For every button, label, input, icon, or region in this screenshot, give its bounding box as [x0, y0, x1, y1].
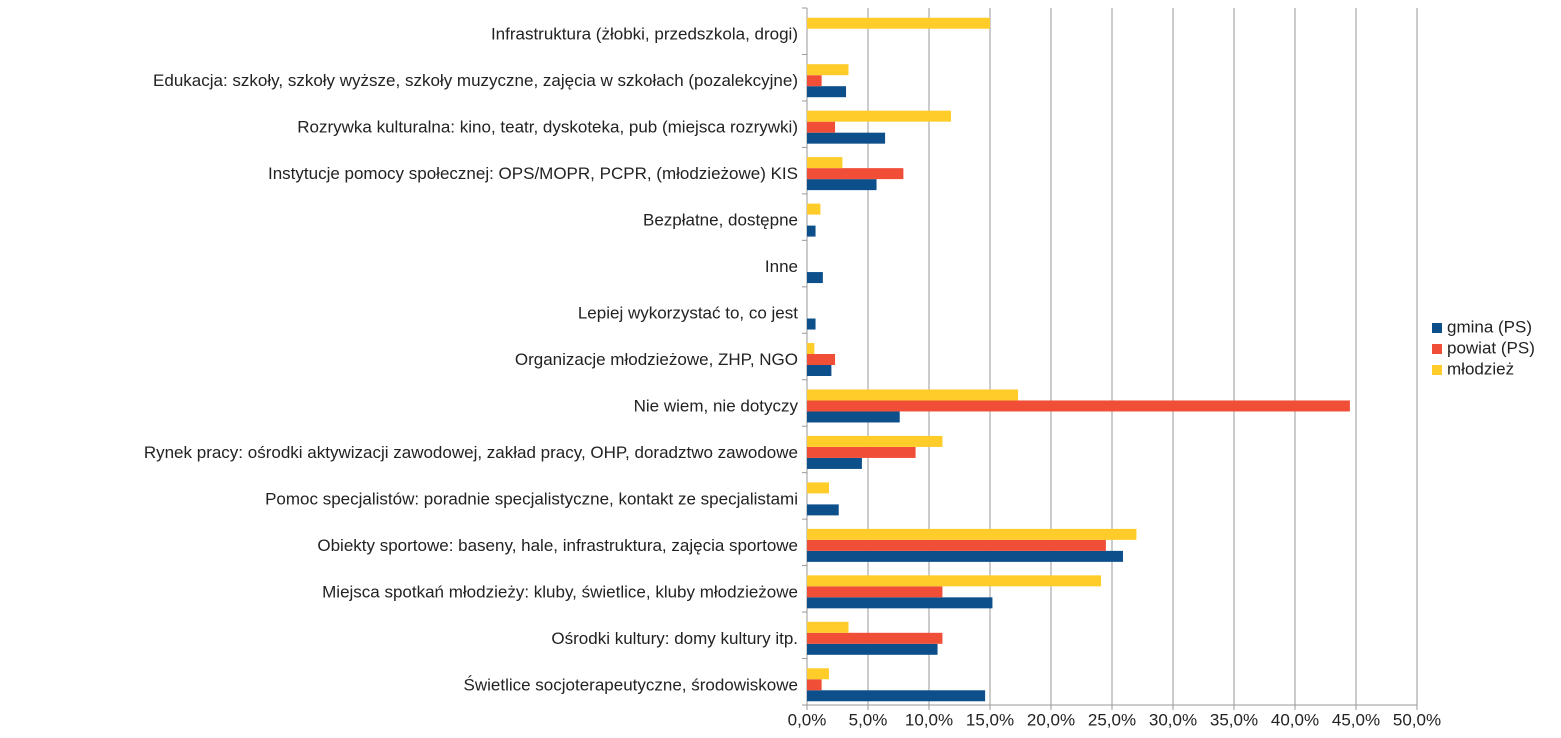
x-tick-label: 5,0%	[849, 710, 888, 729]
bar	[807, 586, 943, 598]
category-label: Infrastruktura (żłobki, przedszkola, dro…	[491, 25, 798, 44]
category-label: Edukacja: szkoły, szkoły wyższe, szkoły …	[153, 71, 798, 90]
bar	[807, 86, 847, 98]
bar	[807, 539, 1106, 551]
bar	[807, 446, 916, 458]
bar	[807, 679, 822, 691]
x-tick-label: 0,0%	[788, 710, 827, 729]
bar	[807, 110, 951, 122]
x-tick-label: 10,0%	[905, 710, 953, 729]
category-label: Świetlice socjoterapeutyczne, środowisko…	[464, 675, 799, 694]
legend-label: powiat (PS)	[1447, 338, 1535, 357]
bar	[807, 575, 1102, 587]
bar	[807, 157, 843, 169]
bar	[807, 168, 904, 180]
bar	[807, 318, 816, 330]
bar	[807, 504, 839, 516]
bar	[807, 597, 993, 609]
bar	[807, 457, 862, 469]
category-label: Rynek pracy: ośrodki aktywizacji zawodow…	[144, 443, 798, 462]
bar	[807, 365, 832, 376]
category-label: Obiekty sportowe: baseny, hale, infrastr…	[317, 536, 798, 555]
bar	[807, 435, 943, 447]
x-tick-label: 45,0%	[1332, 710, 1380, 729]
x-tick-label: 35,0%	[1210, 710, 1258, 729]
bar	[807, 225, 816, 237]
bar	[807, 528, 1137, 540]
category-label: Organizacje młodzieżowe, ZHP, NGO	[515, 350, 798, 369]
bar	[807, 690, 986, 702]
bar	[807, 621, 849, 633]
x-tick-label: 15,0%	[966, 710, 1014, 729]
legend-swatch	[1432, 344, 1442, 354]
category-label: Ośrodki kultury: domy kultury itp.	[551, 629, 798, 648]
category-label: Instytucje pomocy społecznej: OPS/MOPR, …	[268, 164, 798, 183]
bar	[807, 17, 990, 29]
bar	[807, 75, 822, 87]
category-label: Inne	[765, 257, 798, 276]
bar	[807, 343, 815, 354]
bar	[807, 482, 829, 494]
bar	[807, 179, 877, 191]
bar	[807, 643, 938, 655]
bar	[807, 354, 836, 365]
bar	[807, 121, 836, 133]
x-tick-label: 20,0%	[1027, 710, 1075, 729]
bar	[807, 272, 823, 284]
legend-label: gmina (PS)	[1447, 317, 1532, 336]
x-tick-label: 50,0%	[1393, 710, 1441, 729]
bar	[807, 389, 1019, 401]
category-label: Bezpłatne, dostępne	[643, 211, 798, 230]
x-tick-label: 40,0%	[1271, 710, 1319, 729]
category-label: Pomoc specjalistów: poradnie specjalisty…	[265, 489, 798, 508]
bar	[807, 668, 829, 680]
bar	[807, 632, 943, 644]
legend-swatch	[1432, 365, 1442, 375]
legend-swatch	[1432, 323, 1442, 333]
bar	[807, 550, 1123, 562]
bar	[807, 400, 1350, 412]
bar	[807, 203, 821, 215]
bar	[807, 411, 900, 423]
bar	[807, 64, 849, 76]
legend-label: młodzież	[1447, 359, 1514, 378]
category-label: Lepiej wykorzystać to, co jest	[578, 304, 798, 323]
category-label: Nie wiem, nie dotyczy	[634, 396, 799, 415]
x-tick-label: 25,0%	[1088, 710, 1136, 729]
category-label: Rozrywka kulturalna: kino, teatr, dyskot…	[297, 118, 798, 137]
bar	[807, 132, 886, 144]
x-tick-label: 30,0%	[1149, 710, 1197, 729]
category-label: Miejsca spotkań młodzieży: kluby, świetl…	[322, 582, 798, 601]
